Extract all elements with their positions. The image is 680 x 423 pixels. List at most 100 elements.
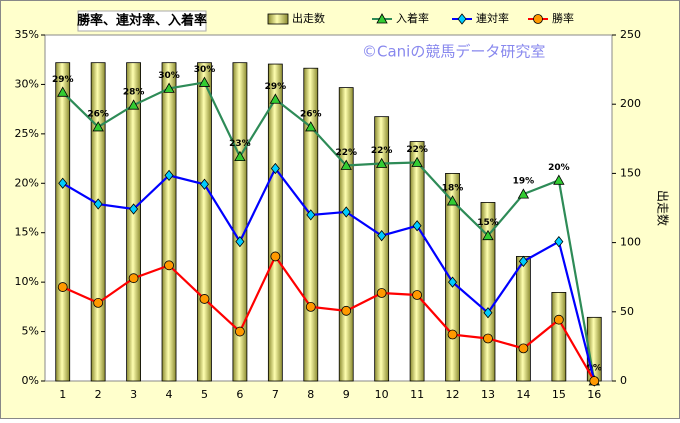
y-tick-label: 25%: [15, 127, 39, 140]
bar: [551, 292, 567, 382]
y2-tick-label: 50: [620, 305, 634, 318]
marker: [553, 174, 565, 185]
y-tick-label: 30%: [15, 77, 39, 90]
data-label: 19%: [513, 177, 535, 187]
data-label: 22%: [406, 145, 428, 155]
marker: [306, 209, 316, 221]
x-tick-label: 7: [272, 388, 279, 401]
marker: [270, 162, 280, 175]
marker: [305, 121, 317, 132]
data-label: 29%: [52, 75, 74, 85]
marker: [517, 188, 530, 199]
marker: [377, 230, 387, 242]
y-tick-label: 20%: [15, 176, 39, 189]
x-tick-label: 13: [481, 388, 495, 401]
marker: [270, 251, 281, 262]
x-tick-label: 4: [166, 388, 173, 401]
y-tick-label: 10%: [15, 275, 39, 288]
bar: [338, 87, 354, 382]
marker: [164, 260, 174, 271]
x-tick-label: 12: [446, 388, 460, 401]
data-label: 26%: [87, 109, 109, 119]
legend-label: 出走数: [292, 11, 325, 25]
x-tick-label: 5: [201, 388, 208, 401]
x-tick-label: 14: [516, 388, 530, 401]
marker: [483, 307, 493, 319]
x-tick-label: 2: [95, 388, 102, 401]
marker: [554, 235, 564, 248]
line: [62, 254, 596, 382]
marker: [163, 82, 175, 93]
y-tick-label: 35%: [15, 28, 39, 41]
marker: [340, 159, 352, 170]
marker: [57, 282, 68, 292]
x-tick-label: 3: [130, 388, 137, 401]
x-tick-label: 16: [587, 388, 601, 401]
marker: [375, 157, 388, 168]
y2-axis-label: 出走数: [656, 190, 671, 226]
marker: [446, 195, 459, 206]
data-label: 22%: [335, 148, 357, 158]
bar: [267, 63, 283, 382]
marker: [58, 177, 68, 189]
y2-tick-label: 0: [620, 374, 627, 387]
bar: [126, 62, 141, 382]
marker: [482, 229, 494, 241]
legend-marker: [533, 14, 543, 24]
data-label: 30%: [158, 71, 180, 81]
x-tick-label: 6: [236, 388, 243, 401]
marker: [412, 290, 422, 300]
marker: [234, 150, 246, 161]
marker: [412, 220, 422, 232]
legend-label: 勝率: [552, 11, 574, 25]
y2-tick-label: 250: [620, 28, 641, 41]
legend-swatch: [267, 13, 289, 25]
marker: [341, 206, 351, 218]
data-label: 23%: [229, 139, 251, 149]
marker: [235, 235, 245, 248]
marker: [93, 198, 103, 210]
bar: [232, 62, 248, 382]
data-label: 18%: [442, 184, 464, 194]
marker: [483, 333, 493, 344]
marker: [92, 121, 104, 132]
title-box: [77, 10, 207, 32]
marker: [57, 86, 69, 97]
chart-title: 勝率、連対率、入着率: [77, 13, 207, 29]
bar: [161, 62, 177, 382]
x-tick-label: 8: [307, 388, 314, 401]
data-label: 28%: [123, 88, 145, 98]
marker: [376, 288, 387, 298]
x-tick-label: 11: [410, 388, 424, 401]
marker: [128, 273, 139, 284]
bar: [197, 62, 212, 382]
marker: [447, 329, 458, 340]
marker: [448, 276, 458, 288]
bar: [409, 141, 425, 382]
watermark: ©Caniの競馬データ研究室: [362, 43, 545, 61]
y2-tick-label: 200: [620, 97, 641, 110]
marker: [198, 76, 211, 87]
bar: [374, 116, 390, 382]
bar: [516, 256, 531, 382]
data-label: 20%: [548, 163, 570, 173]
y-tick-label: 15%: [15, 226, 39, 239]
legend-label: 連対率: [476, 11, 509, 25]
marker: [164, 169, 174, 182]
y2-tick-label: 100: [620, 236, 641, 249]
marker: [127, 99, 140, 110]
marker: [269, 93, 282, 104]
data-label: 30%: [194, 65, 216, 75]
data-label: 0%: [587, 364, 602, 374]
y-tick-label: 0%: [22, 374, 39, 387]
legend-label: 入着率: [396, 11, 429, 25]
data-label: 22%: [371, 146, 393, 156]
data-label: 29%: [265, 82, 287, 92]
data-label: 15%: [477, 218, 499, 228]
y2-tick-label: 150: [620, 166, 641, 179]
x-tick-label: 9: [343, 388, 350, 401]
marker: [518, 343, 529, 354]
line: [61, 81, 596, 382]
marker: [411, 156, 423, 167]
marker: [235, 326, 245, 337]
